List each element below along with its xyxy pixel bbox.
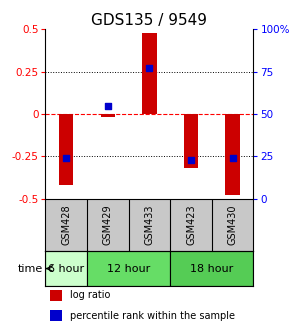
Bar: [59, 114, 74, 185]
Bar: [225, 114, 240, 195]
Text: percentile rank within the sample: percentile rank within the sample: [70, 311, 235, 321]
Text: 6 hour: 6 hour: [48, 264, 84, 274]
Bar: [87, 251, 170, 286]
Text: GSM433: GSM433: [144, 205, 154, 245]
Point: [230, 155, 235, 161]
Bar: [50, 310, 62, 321]
Bar: [142, 33, 157, 114]
Bar: [170, 251, 253, 286]
Bar: [184, 114, 198, 168]
Text: time: time: [18, 264, 43, 274]
Bar: [45, 251, 87, 286]
Point: [105, 103, 110, 108]
Text: GSM428: GSM428: [61, 205, 71, 245]
Text: 12 hour: 12 hour: [107, 264, 150, 274]
Bar: [50, 290, 62, 301]
Text: GSM423: GSM423: [186, 205, 196, 245]
Point: [189, 157, 193, 162]
Title: GDS135 / 9549: GDS135 / 9549: [91, 13, 207, 28]
Point: [147, 66, 152, 71]
Text: GSM429: GSM429: [103, 205, 113, 245]
Text: GSM430: GSM430: [228, 205, 238, 245]
Text: 18 hour: 18 hour: [190, 264, 234, 274]
Bar: [100, 114, 115, 117]
Text: log ratio: log ratio: [70, 290, 111, 300]
Point: [64, 155, 69, 161]
